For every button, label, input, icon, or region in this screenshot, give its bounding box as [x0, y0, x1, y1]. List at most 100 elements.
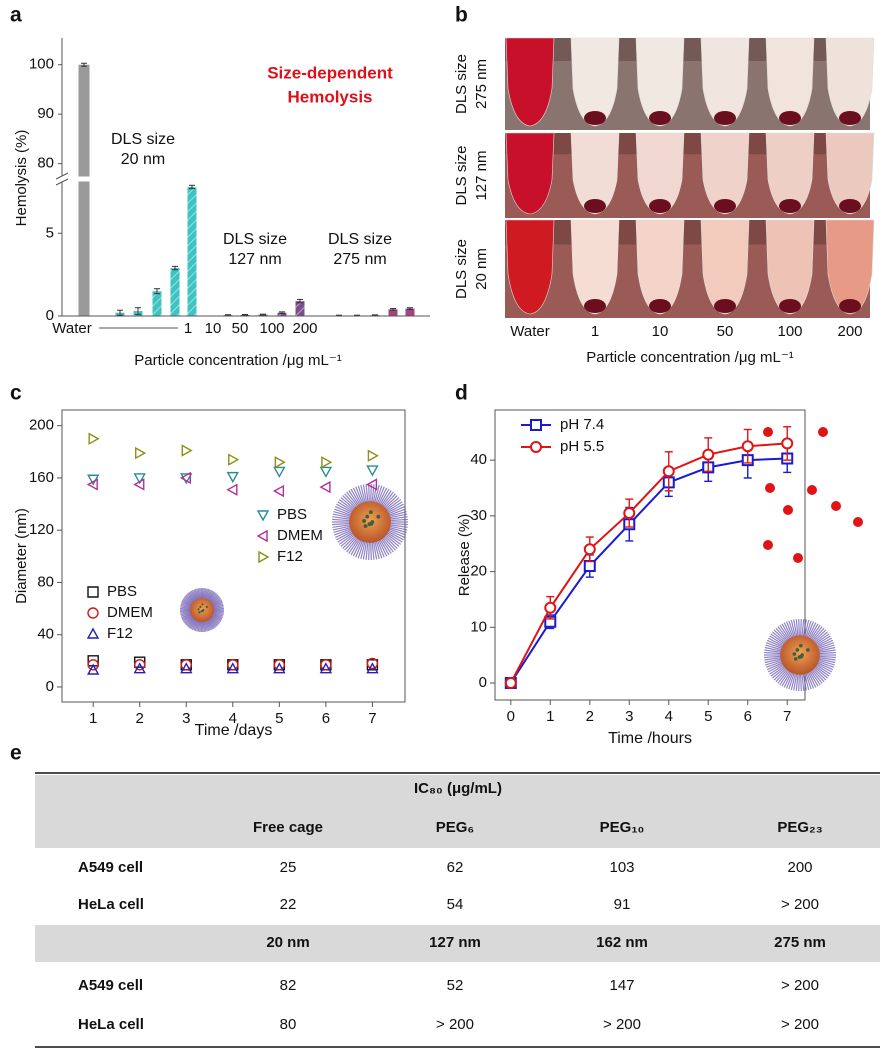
- table-cell: 91: [614, 896, 631, 913]
- nanoparticle-spike: [386, 530, 404, 541]
- nanoparticle-spike: [208, 593, 218, 603]
- nanoparticle-spike: [182, 614, 193, 621]
- nanoparticle-spike: [790, 619, 797, 638]
- nanoparticle-cage: [797, 655, 802, 659]
- nanoparticle-spike: [180, 606, 192, 610]
- nanoparticle-spike: [388, 513, 408, 519]
- nanoparticle-spike: [204, 620, 208, 632]
- nanoparticle-spike: [382, 493, 396, 509]
- nanoparticle-spike: [384, 497, 400, 511]
- tube: [635, 132, 685, 215]
- data-point: [86, 663, 100, 675]
- nanoparticle-spike: [183, 596, 194, 605]
- nanoparticle-spike: [332, 518, 352, 522]
- nanoparticle-spike: [342, 495, 357, 510]
- column-header: PEG₁₀: [600, 819, 645, 836]
- row-label: DLS size: [453, 54, 470, 114]
- nanoparticle-spike: [773, 667, 788, 681]
- nanoparticle-spike: [335, 529, 353, 539]
- nanoparticle-spike: [365, 540, 369, 560]
- nanoparticle-spike: [346, 491, 359, 508]
- nanoparticle-spike: [340, 497, 356, 511]
- nanoparticle-cage: [367, 522, 372, 527]
- x-tick-label: 100: [259, 320, 284, 337]
- pellet: [714, 111, 736, 125]
- data-point: [321, 456, 333, 469]
- nanoparticle-spike: [376, 539, 385, 558]
- column-label: 100: [777, 323, 802, 340]
- tube: [765, 132, 815, 215]
- tube: [700, 132, 750, 215]
- table-cell: 62: [447, 859, 464, 876]
- nanoparticle-cage: [799, 643, 803, 648]
- nanoparticle-spike: [372, 540, 378, 560]
- nanoparticle-spike: [211, 600, 223, 607]
- nanoparticle-spike: [385, 501, 403, 513]
- bar-hatch: [277, 312, 287, 316]
- nanoparticle-spike: [807, 622, 817, 640]
- data-point: [88, 432, 100, 445]
- plot-frame: [494, 409, 806, 701]
- nanoparticle-spike: [202, 620, 205, 632]
- y-tick-label: 0: [46, 307, 54, 324]
- nanoparticle-spike: [186, 617, 196, 627]
- data-point: [273, 659, 286, 671]
- nanoparticle-spike: [785, 621, 794, 639]
- y-tick-label: 80: [37, 573, 54, 590]
- nanoparticle-spike: [385, 499, 402, 512]
- data-point: [583, 543, 596, 556]
- nanoparticle-spike: [387, 505, 405, 515]
- nanoparticle-spike: [355, 486, 364, 505]
- nanoparticle-spike: [815, 637, 833, 648]
- x-tick-label: 200: [292, 320, 317, 337]
- tube: [635, 219, 685, 315]
- nanoparticle-cage: [362, 519, 366, 523]
- nanoparticle-spike: [348, 490, 360, 507]
- data-point: [226, 483, 238, 496]
- data-point: [319, 466, 333, 478]
- table-cell: 25: [280, 859, 297, 876]
- data-line: [509, 457, 788, 684]
- nanoparticle-spike: [211, 597, 221, 605]
- error-bar: [297, 298, 303, 304]
- table-cell: 200: [787, 859, 812, 876]
- released-cage: [818, 427, 828, 437]
- nanoparticle-cage: [201, 603, 204, 606]
- tube: [505, 132, 555, 215]
- legend-marker: [530, 441, 542, 453]
- axis-break: [55, 178, 69, 186]
- nanoparticle-spike: [362, 484, 368, 504]
- column-header: 20 nm: [266, 934, 309, 951]
- error-bar: [189, 184, 195, 190]
- tube: [570, 37, 620, 127]
- pellet: [839, 299, 861, 313]
- nanoparticle-spike: [811, 627, 825, 643]
- nanoparticle-spike: [332, 524, 352, 528]
- nanoparticle-spike: [180, 610, 192, 613]
- released-cage: [807, 485, 817, 495]
- nanoparticle-spike: [357, 539, 365, 559]
- error-bar: [242, 314, 248, 317]
- x-tick-label: 4: [229, 710, 237, 727]
- nanoparticle-spike: [775, 667, 789, 683]
- column-header: 162 nm: [596, 934, 648, 951]
- nanoparticle-spike: [817, 656, 836, 661]
- annotation: 275 nm: [333, 251, 386, 268]
- error-bar: [117, 309, 123, 316]
- nanoparticle-spike: [181, 613, 193, 620]
- data-point: [226, 662, 239, 674]
- data-point: [87, 659, 99, 671]
- nanoparticle-spike: [811, 667, 825, 683]
- data-point: [320, 659, 332, 671]
- nanoparticle-spike: [204, 588, 208, 600]
- nanoparticle-spike: [766, 639, 784, 649]
- nanoparticle-spike: [180, 612, 192, 617]
- released-cage: [793, 553, 803, 563]
- nanoparticle-cage: [199, 605, 202, 608]
- bar: [78, 64, 90, 317]
- error-bar: [279, 311, 285, 315]
- x-tick-label: 6: [322, 710, 330, 727]
- nanoparticle-spike: [812, 629, 827, 643]
- nanoparticle-spike: [180, 603, 192, 608]
- pellet: [584, 299, 606, 313]
